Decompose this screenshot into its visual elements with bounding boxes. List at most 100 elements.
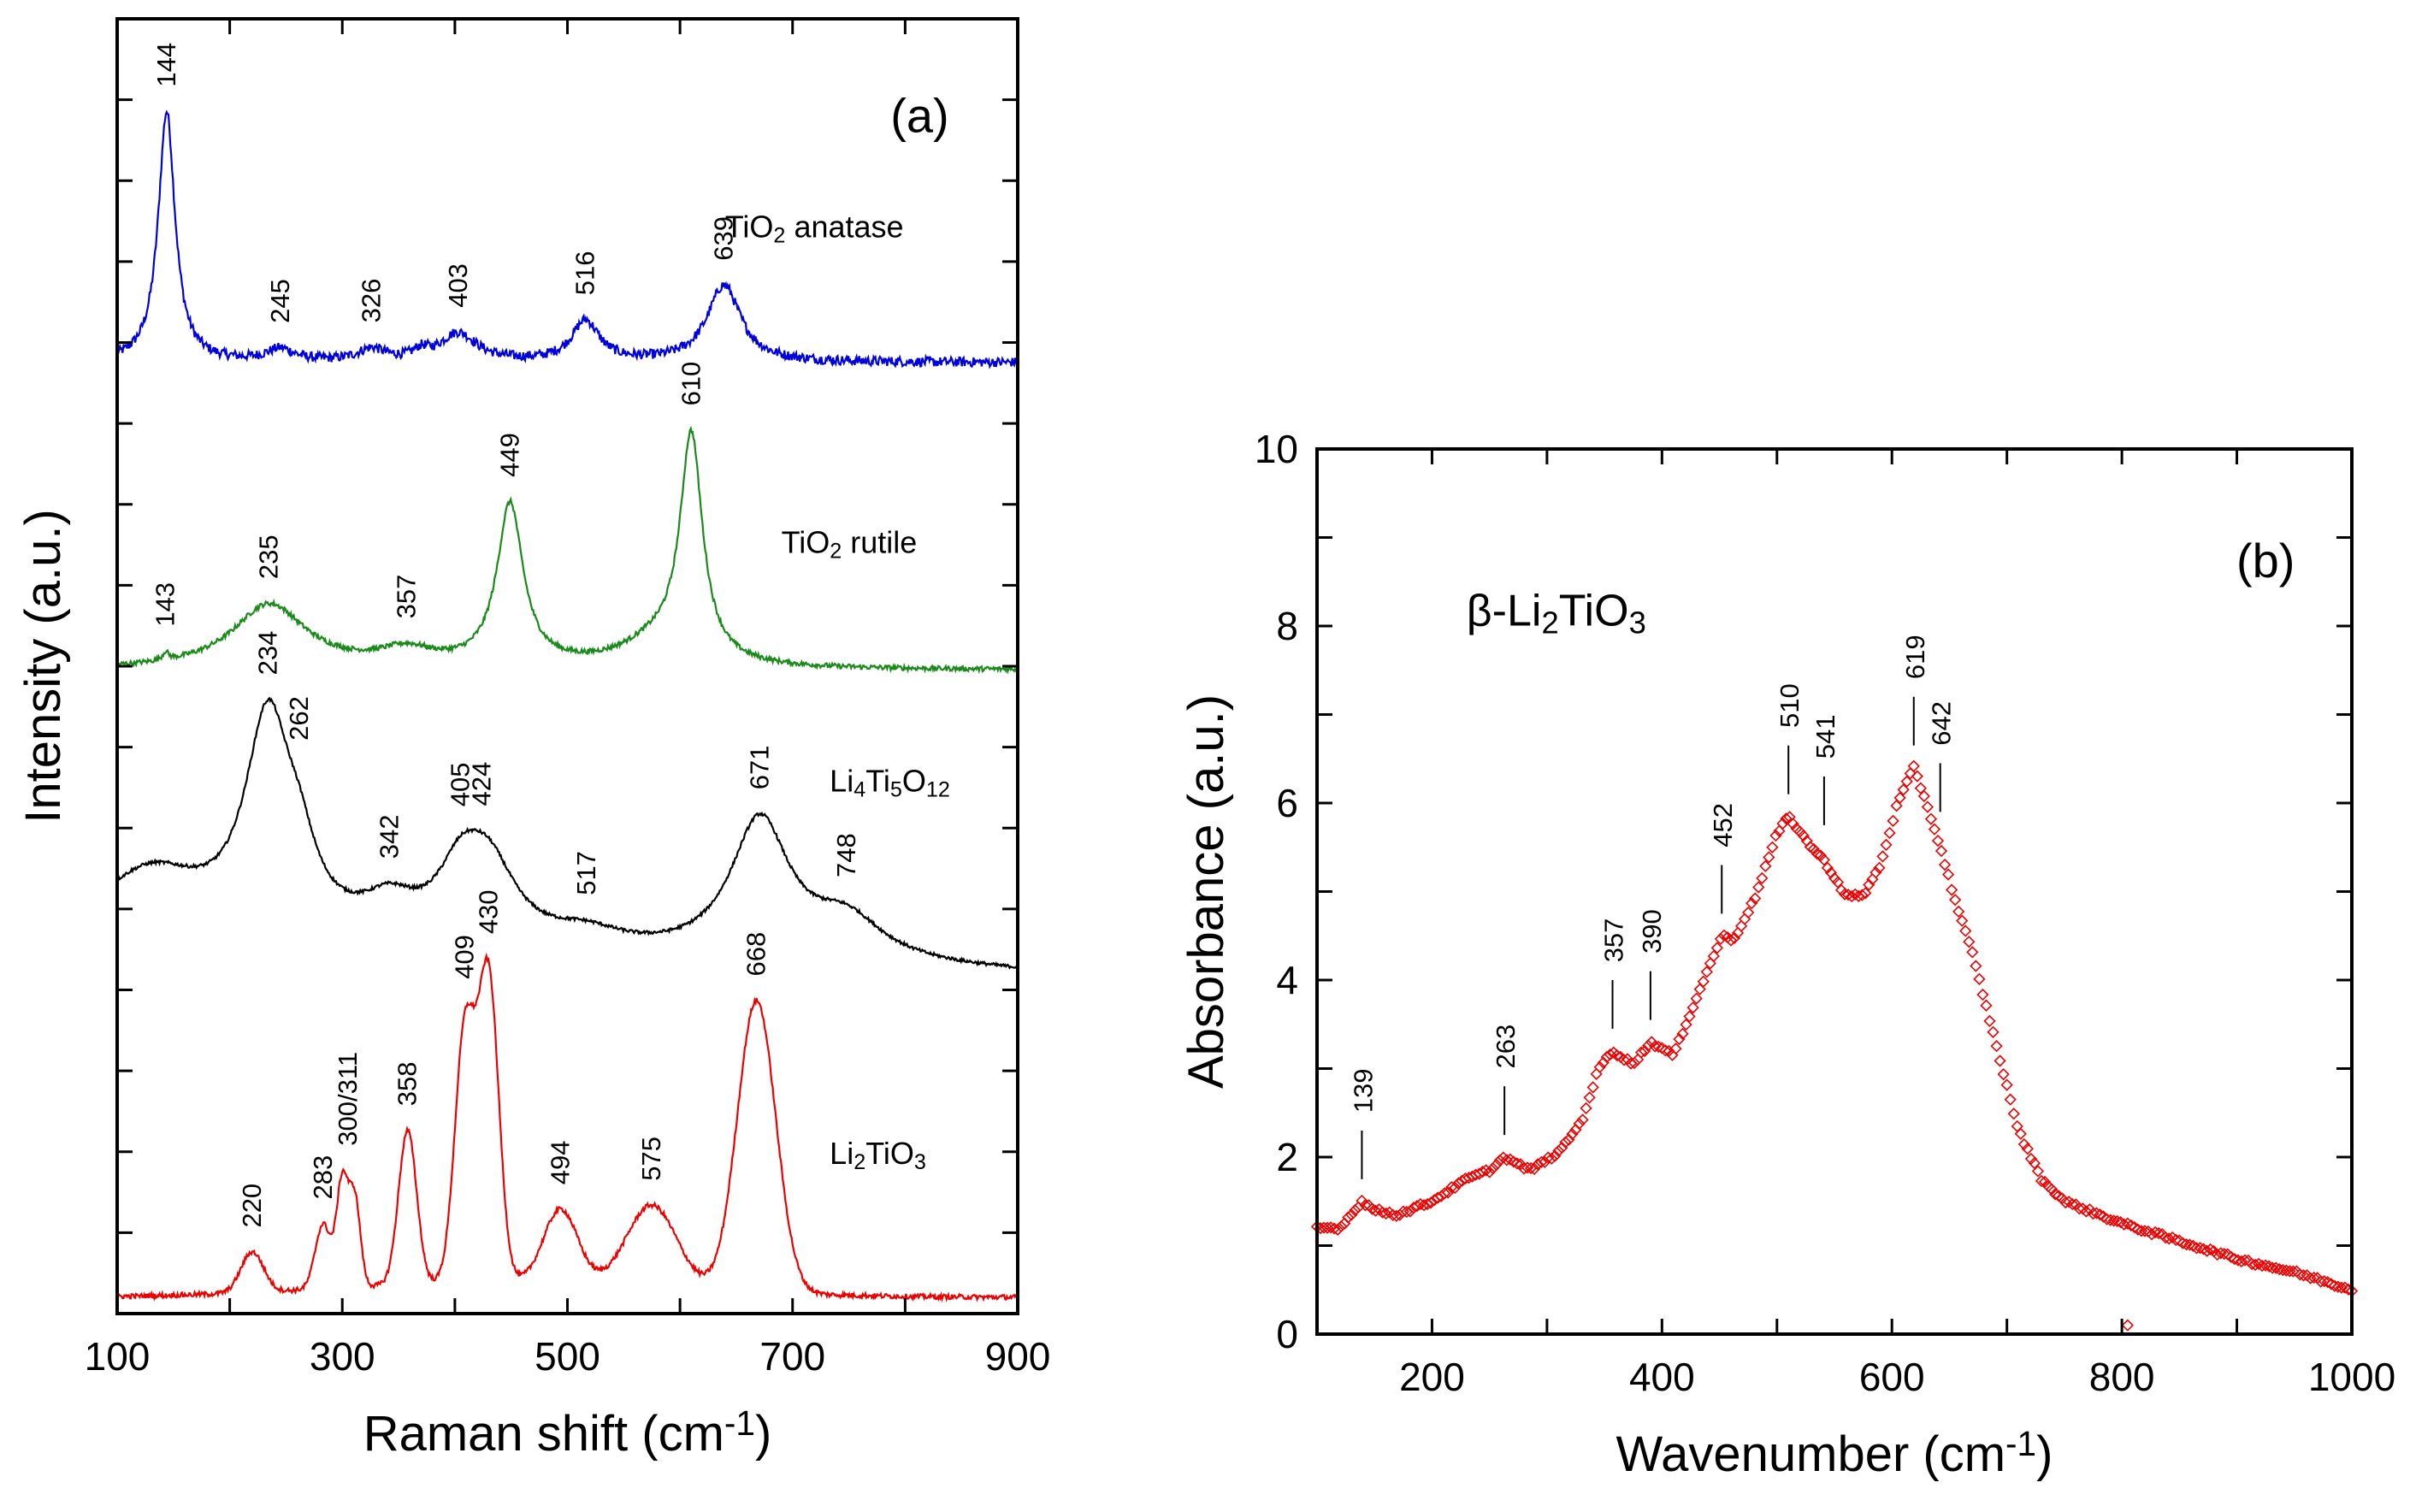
data-point [1776,817,1789,830]
data-point [1503,1153,1517,1166]
data-point [2311,1272,2324,1285]
data-point [1480,1164,1492,1177]
data-point [2338,1281,2352,1294]
data-point [1542,1151,1555,1164]
data-point [1710,942,1724,954]
data-point [1483,1166,1496,1178]
data-point [1320,1221,1334,1234]
data-point [1949,894,1962,907]
data-point [1917,789,1931,803]
data-point [2111,1214,2124,1228]
data-point [1911,770,1923,783]
data-point [2145,1228,2159,1241]
data-point [1549,1149,1562,1162]
data-point [2124,1219,2138,1232]
data-point [2180,1237,2193,1251]
series-name: Li4Ti5O12 [830,764,950,802]
data-point [2214,1247,2227,1260]
data-point [2021,1143,2035,1155]
data-point [1963,936,1976,948]
data-point [1617,1054,1631,1066]
data-point [1807,842,1820,855]
data-point [1780,812,1793,825]
data-point [2090,1207,2103,1220]
data-point [1838,888,1852,901]
data-point [1863,878,1875,891]
data-point [1510,1157,1524,1170]
peak-label: 449 [494,433,524,477]
peak-label: 494 [546,1141,576,1185]
data-point [2118,1218,2130,1231]
data-point [2063,1196,2076,1208]
data-point [1521,1161,1534,1174]
subscript: 2 [1541,605,1558,640]
x-tick-label: 600 [1859,1355,1925,1399]
data-point [1756,871,1769,885]
data-point [2273,1263,2286,1276]
data-point [2138,1225,2152,1237]
data-point [1356,1194,1368,1208]
y-axis-title: Intensity (a.u.) [15,509,71,823]
series-name-part: TiO [782,525,830,560]
data-point [1797,830,1810,842]
data-point [2194,1242,2206,1255]
x-tick-label: 200 [1399,1355,1465,1399]
data-point [1680,1018,1692,1031]
peak-label: 342 [375,815,405,859]
x-tick-label: 300 [310,1334,375,1379]
data-point [1973,972,1986,985]
peak-label: 403 [443,263,473,308]
data-point [1928,823,1941,836]
data-point [2307,1271,2320,1285]
y-tick-label: 6 [1276,781,1298,825]
data-point [1369,1204,1382,1217]
data-point [1856,889,1869,901]
y-tick-label: 10 [1255,427,1298,471]
data-point [2004,1093,2017,1106]
data-point [2048,1188,2062,1201]
data-point [1500,1154,1513,1166]
series-name-part: Li [830,764,854,799]
data-point [1424,1196,1438,1209]
data-point [1507,1155,1521,1168]
data-point [1700,966,1713,978]
data-point [2318,1275,2330,1288]
data-point [1597,1056,1610,1069]
data-point [1945,883,1958,896]
peak-label: 452 [1708,803,1738,848]
data-point [1403,1205,1417,1218]
data-point [1907,759,1920,772]
data-point [1556,1141,1568,1155]
peak-label: 642 [1927,701,1957,746]
data-point [1604,1048,1616,1061]
data-point [1966,946,1979,959]
data-point [1417,1199,1431,1212]
peak-label: 541 [1810,715,1840,759]
series-name: TiO2 anatase [725,209,904,247]
peak-label: 300/311 [333,1052,363,1146]
data-point [2324,1278,2337,1291]
x-axis-title-part: Raman shift (cm [363,1406,724,1462]
compound-label-part: β-Li [1467,586,1542,635]
superscript: -1 [2005,1424,2036,1463]
data-point [1900,775,1913,788]
data-point [1893,791,1906,805]
data-point [1994,1054,2006,1067]
data-point [2166,1231,2179,1244]
data-point [1683,1010,1696,1023]
data-point [1997,1068,2010,1081]
data-point [1576,1113,1589,1126]
data-point [1486,1162,1499,1175]
data-point [1586,1081,1599,1094]
data-point [2328,1279,2341,1292]
data-point [1490,1158,1503,1171]
data-point [2066,1197,2079,1211]
data-point [1831,876,1845,889]
data-point [1821,861,1834,874]
x-axis-title: Raman shift (cm-1) [363,1403,772,1462]
data-point [1390,1209,1403,1222]
data-point [1817,853,1831,866]
data-point [1552,1144,1565,1157]
data-point [1639,1044,1651,1058]
peak-label: 143 [151,582,180,627]
